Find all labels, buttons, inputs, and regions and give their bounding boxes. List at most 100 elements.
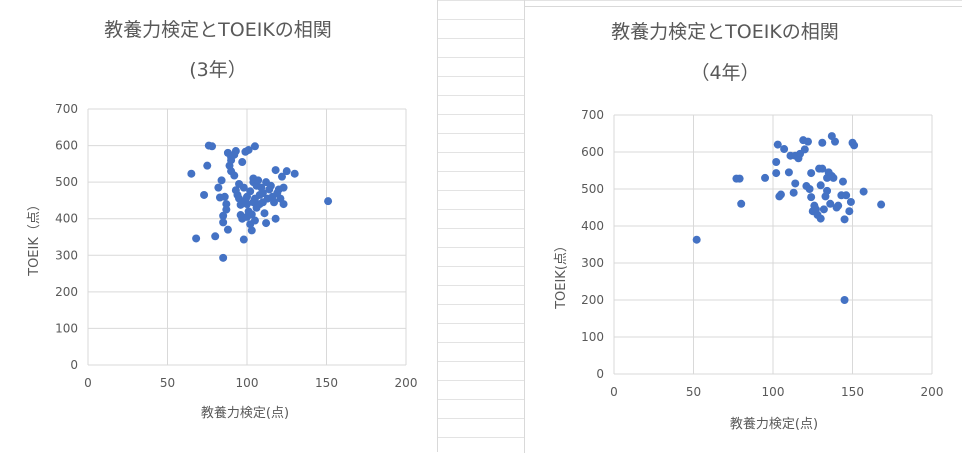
data-point (829, 173, 838, 182)
data-point (222, 200, 231, 209)
y-tick-label: 400 (55, 212, 78, 226)
data-point (219, 218, 228, 227)
data-point (761, 173, 770, 182)
data-point (279, 200, 288, 209)
data-point (254, 176, 263, 185)
data-point (238, 214, 247, 223)
data-point (772, 157, 781, 166)
x-axis-label: 教養力検定(点) (201, 405, 289, 421)
data-point (231, 147, 240, 156)
data-point (247, 226, 256, 235)
spreadsheet-column (437, 0, 525, 452)
data-points (692, 132, 886, 304)
data-point (834, 201, 843, 210)
x-tick-labels: 0 50 100 150 200 (84, 376, 417, 390)
y-axis-label-part2: 点） (554, 239, 569, 265)
data-point (260, 209, 269, 218)
data-point (807, 193, 816, 202)
y-tick-label: 0 (70, 358, 78, 372)
data-point (239, 235, 248, 244)
data-point (859, 187, 868, 196)
data-point (805, 185, 814, 193)
data-point (217, 176, 226, 185)
y-axis-label: TOEIK(点） (554, 239, 569, 310)
data-point (784, 168, 793, 177)
data-point (246, 187, 255, 196)
data-point (816, 181, 825, 190)
x-tick-label: 50 (160, 376, 175, 390)
data-point (840, 215, 849, 224)
y-tick-label: 200 (55, 285, 78, 299)
data-point (838, 177, 847, 186)
y-tick-label: 400 (581, 219, 604, 233)
y-tick-label: 600 (581, 145, 604, 159)
chart-subtitle: (3年） (189, 59, 247, 81)
data-point (250, 142, 259, 151)
data-point (816, 214, 825, 223)
y-tick-label: 500 (581, 182, 604, 196)
chart-title: 教養力検定とTOEIKの相関 (104, 19, 332, 41)
data-point (239, 183, 248, 192)
x-tick-label: 50 (686, 385, 701, 399)
y-tick-label: 200 (581, 293, 604, 307)
y-tick-label: 0 (596, 367, 604, 381)
data-point (776, 190, 785, 199)
data-point (230, 171, 239, 180)
data-point (214, 183, 223, 192)
data-point (223, 225, 232, 234)
gridlines (613, 114, 933, 375)
data-point (737, 199, 746, 208)
data-point (250, 216, 259, 225)
data-point (846, 197, 855, 206)
data-point (842, 191, 851, 200)
chart-panel-3rd-year[interactable]: 教養力検定とTOEIKの相関 (3年） 0 100 200 300 400 500 600 7… (0, 0, 438, 452)
data-point (258, 189, 267, 198)
data-point (845, 207, 854, 216)
data-point (271, 214, 280, 223)
data-point (290, 169, 299, 178)
data-point (831, 137, 840, 146)
data-point (324, 197, 333, 206)
y-tick-label: 300 (55, 248, 78, 262)
data-point (818, 138, 827, 147)
data-point (208, 142, 217, 151)
data-point (192, 234, 201, 243)
gridlines (87, 108, 407, 366)
x-tick-label: 150 (841, 385, 864, 399)
scatter-chart-3rd-year: 教養力検定とTOEIKの相関 (3年） 01002003004005006007… (27, 19, 417, 421)
data-point (203, 161, 212, 170)
x-tick-label: 100 (236, 376, 259, 390)
data-point (271, 166, 280, 175)
data-point (282, 167, 291, 176)
data-point (850, 141, 859, 150)
scatter-chart-4th-year: 教養力検定とTOEIKの相関 （4年） 01002003004005006007… (554, 21, 943, 432)
y-axis-label-part1: TOEIK( (554, 265, 569, 310)
data-point (791, 179, 800, 188)
y-tick-label: 700 (55, 102, 78, 116)
data-point (780, 145, 789, 154)
data-point (279, 183, 288, 192)
y-tick-label: 100 (55, 321, 78, 335)
data-point (826, 199, 835, 208)
chart-panel-4th-year[interactable]: 教養力検定とTOEIKの相関 （4年） 0 100 200 300 400 500 600 7… (524, 6, 962, 453)
data-point (772, 169, 781, 178)
y-axis-label: TOEIK（点） (27, 198, 42, 277)
data-point (262, 219, 271, 228)
data-point (220, 192, 229, 201)
data-point (840, 296, 849, 304)
data-point (243, 200, 251, 209)
data-point (789, 188, 798, 197)
x-tick-labels: 0 50 100 150 200 (610, 385, 943, 399)
data-point (244, 145, 253, 154)
x-tick-label: 100 (762, 385, 785, 399)
data-point (219, 211, 228, 220)
data-point (773, 140, 782, 149)
data-point (211, 232, 220, 241)
x-tick-label: 200 (395, 376, 418, 390)
data-point (807, 169, 816, 178)
data-point (247, 210, 256, 219)
x-tick-label: 0 (84, 376, 92, 390)
data-point (877, 200, 886, 209)
data-point (800, 145, 809, 154)
data-point (222, 205, 231, 214)
